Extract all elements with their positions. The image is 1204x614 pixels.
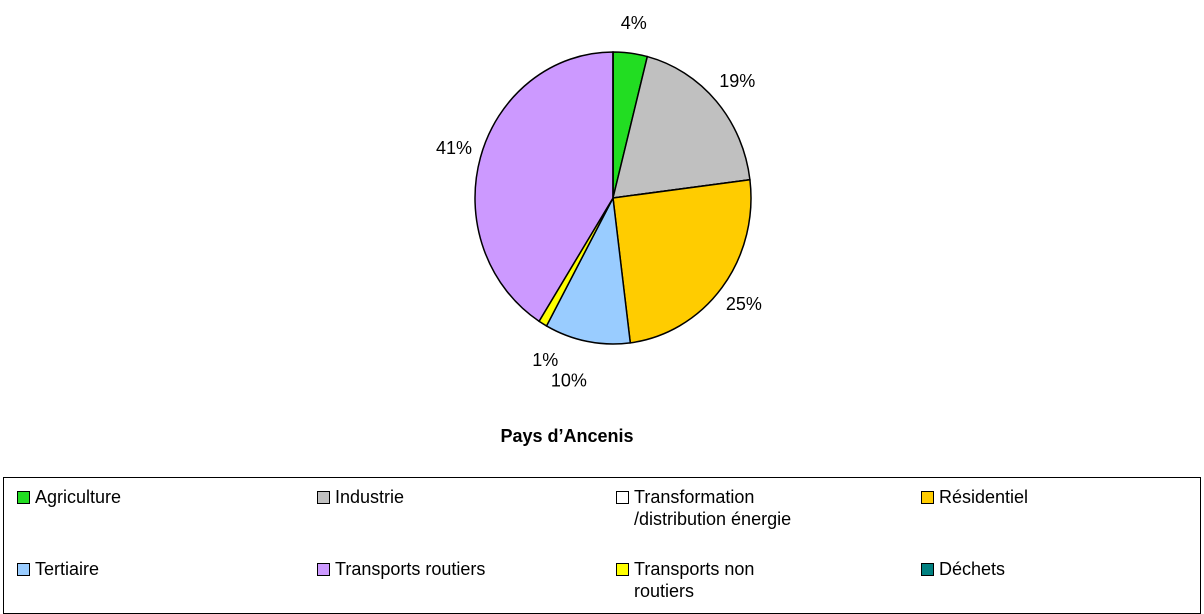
data-label: 4% <box>621 13 647 33</box>
legend-item: Déchets <box>921 558 1204 580</box>
legend-label: Transformation /distribution énergie <box>634 487 792 529</box>
legend-swatch <box>921 563 934 576</box>
pie-slice <box>612 178 752 344</box>
legend-item: Transformation /distribution énergie <box>616 486 816 530</box>
legend-label: Déchets <box>939 559 1006 579</box>
data-label: 25% <box>726 294 762 314</box>
data-label: 10% <box>551 371 587 391</box>
legend-swatch <box>921 491 934 504</box>
legend-label: Tertiaire <box>35 559 100 579</box>
legend-label: Agriculture <box>35 487 122 507</box>
legend-swatch <box>317 491 330 504</box>
legend-label: Transports routiers <box>335 559 486 579</box>
data-label: 19% <box>719 71 755 91</box>
legend: Agriculture Industrie Transformation /dist… <box>3 477 1201 614</box>
pie-slice <box>612 55 751 199</box>
legend-swatch <box>317 563 330 576</box>
legend-swatch <box>17 563 30 576</box>
legend-item: Industrie <box>317 486 607 508</box>
legend-label: Résidentiel <box>939 487 1029 507</box>
legend-item: Transports routiers <box>317 558 607 580</box>
data-label: 1% <box>532 350 558 370</box>
legend-label: Industrie <box>335 487 405 507</box>
legend-item: Transports non routiers <box>616 558 816 602</box>
legend-swatch <box>616 491 629 504</box>
legend-swatch <box>17 491 30 504</box>
data-label: 41% <box>436 138 472 158</box>
legend-swatch <box>616 563 629 576</box>
chart: Pays d’Ancenis 4% 19% 25% 10%1% 41% <box>436 13 762 446</box>
chart-title: Pays d’Ancenis <box>500 426 633 446</box>
pie-slice <box>474 51 614 323</box>
legend-item: Résidentiel <box>921 486 1204 508</box>
legend-item: Tertiaire <box>17 558 307 580</box>
legend-item: Agriculture <box>17 486 307 508</box>
pie-slice <box>545 195 632 345</box>
legend-label: Transports non routiers <box>634 559 755 601</box>
